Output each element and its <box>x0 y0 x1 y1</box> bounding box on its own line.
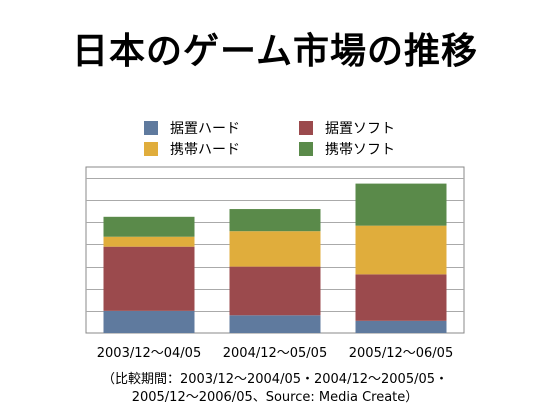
bar-segment-portable-hardware <box>103 236 195 247</box>
x-tick-label: 2005/12〜06/05 <box>349 346 453 361</box>
legend-label-console-software: 据置ソフト <box>325 121 395 137</box>
legend-label-portable-hardware: 携帯ハード <box>170 142 240 158</box>
legend-swatch-console-hardware <box>144 121 158 135</box>
bar-segment-portable-hardware <box>229 231 321 267</box>
source-note-line-1: （比較期間：2003/12〜2004/05・2004/12〜2005/05・ <box>101 372 449 387</box>
bar-segment-portable-software <box>229 209 321 232</box>
bar-segment-console-software <box>355 274 447 321</box>
source-note-line-2: 2005/12〜2006/05、Source: Media Create） <box>131 390 419 405</box>
x-tick-label: 2004/12〜05/05 <box>223 346 327 361</box>
legend-swatch-portable-software <box>299 142 313 156</box>
legend-swatch-console-software <box>299 121 313 135</box>
x-tick-label: 2003/12〜04/05 <box>97 346 201 361</box>
legend-label-console-hardware: 据置ハード <box>170 121 240 137</box>
bar-segment-portable-software <box>355 183 447 226</box>
bar-segment-console-software <box>103 246 195 311</box>
legend-swatch-portable-hardware <box>144 142 158 156</box>
bar-segment-console-hardware <box>103 310 195 333</box>
legend-item-portable-hardware: 携帯ハード <box>144 140 240 158</box>
bar-segment-console-hardware <box>355 320 447 333</box>
legend: 据置ハード 据置ソフト 携帯ハード 携帯ソフト <box>144 119 444 159</box>
legend-label-portable-software: 携帯ソフト <box>325 142 395 158</box>
bar-segment-portable-software <box>103 216 195 237</box>
legend-item-console-software: 据置ソフト <box>299 119 395 137</box>
bar-segment-console-hardware <box>229 315 321 333</box>
page-title: 日本のゲーム市場の推移 <box>72 31 478 72</box>
bar-segment-console-software <box>229 266 321 316</box>
legend-item-console-hardware: 据置ハード <box>144 119 240 137</box>
legend-item-portable-software: 携帯ソフト <box>299 140 395 158</box>
bar-segment-portable-hardware <box>355 225 447 275</box>
